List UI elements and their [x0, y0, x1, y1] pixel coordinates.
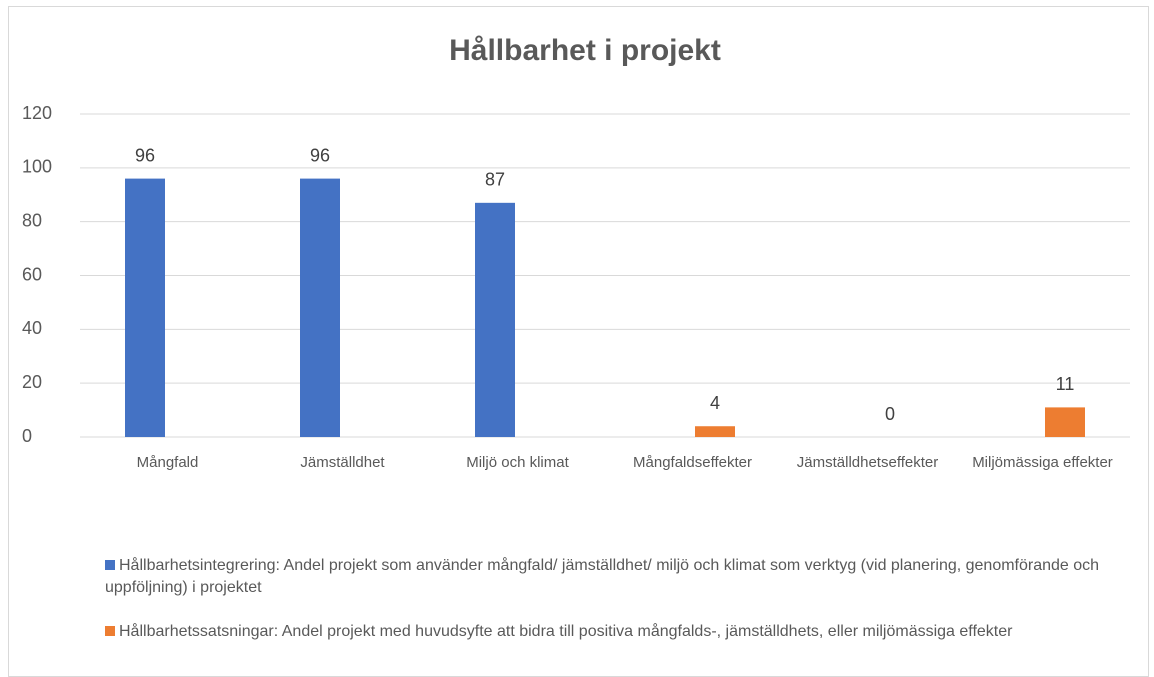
data-label: 4 — [710, 393, 720, 413]
y-tick-label: 60 — [22, 264, 42, 284]
legend-swatch — [105, 626, 115, 636]
bar — [695, 426, 735, 437]
x-tick-label: Miljömässiga effekter — [972, 454, 1113, 471]
x-tick-label: Mångfaldseffekter — [633, 454, 752, 471]
data-label: 0 — [885, 404, 895, 424]
y-tick-label: 120 — [22, 103, 52, 123]
x-tick-label: Jämställdhet — [300, 454, 385, 471]
legend-swatch — [105, 560, 115, 570]
chart-title: Hållbarhet i projekt — [449, 34, 721, 67]
data-label: 11 — [1056, 374, 1075, 394]
y-tick-label: 0 — [22, 426, 32, 446]
y-tick-label: 20 — [22, 372, 42, 392]
legend-label: Hållbarhetsintegrering: Andel projekt so… — [105, 557, 1100, 596]
legend-entry: Hållbarhetsintegrering: Andel projekt so… — [105, 555, 1105, 599]
y-tick-label: 40 — [22, 318, 42, 338]
legend-entry: Hållbarhetssatsningar: Andel projekt med… — [105, 621, 1105, 643]
data-label: 96 — [310, 145, 330, 165]
bar — [1045, 407, 1085, 437]
y-tick-label: 80 — [22, 210, 42, 230]
bar — [300, 178, 340, 437]
x-tick-label: Mångfald — [137, 454, 199, 471]
y-tick-label: 100 — [22, 157, 52, 177]
data-label: 87 — [485, 170, 505, 190]
bar — [125, 178, 165, 437]
x-tick-label: Jämställdhetseffekter — [797, 454, 938, 471]
legend-label: Hållbarhetssatsningar: Andel projekt med… — [119, 623, 1013, 640]
bar — [475, 202, 515, 437]
data-label: 96 — [135, 145, 155, 165]
chart-border — [8, 6, 1149, 677]
x-tick-label: Miljö och klimat — [466, 454, 569, 471]
